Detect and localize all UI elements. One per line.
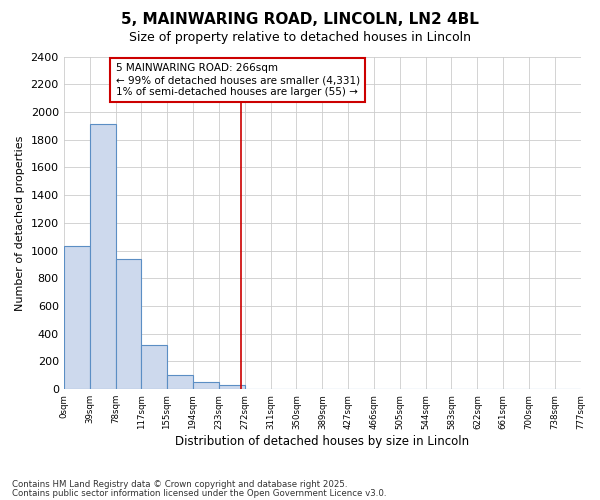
Bar — [89, 124, 116, 389]
Bar — [245, 388, 271, 389]
Text: 5, MAINWARING ROAD, LINCOLN, LN2 4BL: 5, MAINWARING ROAD, LINCOLN, LN2 4BL — [121, 12, 479, 28]
Bar — [116, 259, 142, 389]
Text: 5 MAINWARING ROAD: 266sqm
← 99% of detached houses are smaller (4,331)
1% of sem: 5 MAINWARING ROAD: 266sqm ← 99% of detac… — [116, 64, 359, 96]
Text: Size of property relative to detached houses in Lincoln: Size of property relative to detached ho… — [129, 31, 471, 44]
Bar — [218, 385, 245, 389]
Bar — [167, 374, 193, 389]
Y-axis label: Number of detached properties: Number of detached properties — [15, 135, 25, 310]
Text: Contains public sector information licensed under the Open Government Licence v3: Contains public sector information licen… — [12, 488, 386, 498]
X-axis label: Distribution of detached houses by size in Lincoln: Distribution of detached houses by size … — [175, 434, 469, 448]
Bar — [142, 345, 167, 389]
Bar — [193, 382, 218, 389]
Bar — [64, 246, 89, 389]
Text: Contains HM Land Registry data © Crown copyright and database right 2025.: Contains HM Land Registry data © Crown c… — [12, 480, 347, 489]
